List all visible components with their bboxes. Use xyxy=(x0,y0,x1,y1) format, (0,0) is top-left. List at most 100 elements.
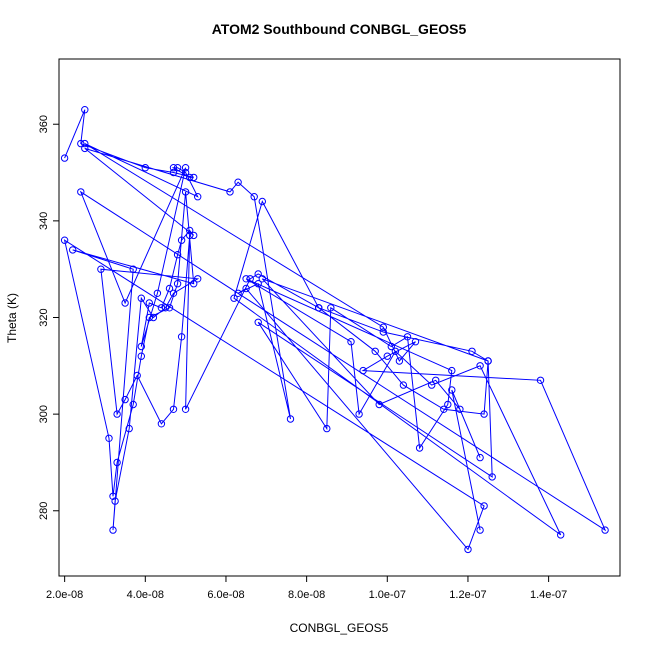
data-point xyxy=(468,347,476,355)
series-points-group xyxy=(60,106,609,554)
data-point xyxy=(186,173,194,182)
data-point xyxy=(173,164,182,172)
data-point xyxy=(254,280,262,288)
data-point xyxy=(137,342,146,351)
data-point xyxy=(371,347,379,355)
data-point xyxy=(145,313,154,322)
data-point xyxy=(181,405,190,413)
data-point xyxy=(194,193,202,201)
data-point xyxy=(81,144,89,153)
data-point xyxy=(77,139,85,148)
data-point xyxy=(169,168,178,177)
y-tick-label: 320 xyxy=(38,308,50,326)
x-axis-label: CONBGL_GEOS5 xyxy=(290,621,389,635)
x-tick-label: 8.0e-08 xyxy=(288,589,325,601)
y-tick-label: 360 xyxy=(38,115,50,133)
data-point xyxy=(129,400,137,409)
data-point xyxy=(173,251,182,259)
data-point xyxy=(432,376,440,384)
data-point xyxy=(242,284,250,293)
data-point xyxy=(125,424,133,433)
data-point xyxy=(186,231,194,240)
x-tick-label: 1.4e-07 xyxy=(530,589,567,601)
data-point xyxy=(246,275,254,283)
data-point xyxy=(194,275,202,283)
data-point xyxy=(121,395,129,404)
data-point xyxy=(440,405,448,413)
x-tick-label: 1.2e-07 xyxy=(449,589,486,601)
data-point xyxy=(81,139,89,148)
data-point xyxy=(428,381,436,389)
data-point xyxy=(234,178,242,186)
data-point xyxy=(177,333,186,341)
data-point xyxy=(226,188,234,196)
data-point xyxy=(387,342,395,351)
data-point xyxy=(379,323,387,331)
data-point xyxy=(379,328,387,336)
x-tick-label: 2.0e-08 xyxy=(46,589,83,601)
data-point xyxy=(165,304,174,312)
data-point xyxy=(111,497,119,505)
y-tick-label: 340 xyxy=(38,212,50,230)
data-point xyxy=(161,304,170,312)
data-point xyxy=(109,526,117,534)
data-point xyxy=(444,400,452,409)
data-point xyxy=(145,299,154,307)
data-point xyxy=(121,299,129,307)
data-point xyxy=(157,304,166,312)
data-point xyxy=(480,502,488,510)
data-point xyxy=(97,265,105,273)
data-point xyxy=(113,458,121,467)
data-point xyxy=(186,226,194,235)
data-point xyxy=(165,284,174,293)
data-point xyxy=(448,366,456,375)
data-point xyxy=(242,275,250,283)
x-tick-label: 6.0e-08 xyxy=(207,589,244,601)
data-point xyxy=(476,362,484,370)
data-point xyxy=(355,410,363,418)
data-point xyxy=(60,236,69,244)
data-point xyxy=(60,154,69,162)
data-point xyxy=(190,231,198,240)
data-point xyxy=(77,188,85,196)
data-point xyxy=(536,376,545,384)
data-point xyxy=(109,492,117,500)
data-point xyxy=(476,453,484,462)
data-point xyxy=(141,164,150,172)
data-point xyxy=(181,188,190,196)
y-axis-label: Theta (K) xyxy=(5,293,19,343)
data-point xyxy=(415,444,424,452)
data-point xyxy=(488,473,496,481)
data-point xyxy=(359,366,367,375)
data-point xyxy=(327,304,335,312)
data-point xyxy=(601,526,609,534)
data-point xyxy=(480,410,488,418)
data-point xyxy=(234,289,242,297)
y-tick-label: 280 xyxy=(38,502,50,520)
data-point xyxy=(190,173,198,182)
x-tick-label: 4.0e-08 xyxy=(127,589,164,601)
data-point xyxy=(254,270,262,278)
y-tick-label: 300 xyxy=(38,405,50,423)
data-point xyxy=(448,386,456,394)
data-point xyxy=(149,313,158,322)
data-point xyxy=(190,280,198,288)
data-point xyxy=(250,193,258,201)
data-point xyxy=(137,294,146,302)
x-axis: 2.0e-08 4.0e-08 6.0e-08 8.0e-08 1.0e-07 1.2e-… xyxy=(46,576,567,601)
data-point xyxy=(383,352,391,360)
data-point xyxy=(129,265,137,273)
data-point xyxy=(113,410,121,418)
data-point xyxy=(411,338,420,346)
data-point xyxy=(456,405,464,413)
data-point xyxy=(69,246,77,254)
data-point xyxy=(137,352,146,360)
data-point xyxy=(169,164,178,172)
data-point xyxy=(153,289,162,297)
data-point xyxy=(258,197,266,206)
data-point xyxy=(347,338,355,346)
data-point xyxy=(403,333,412,341)
data-point xyxy=(557,531,565,539)
